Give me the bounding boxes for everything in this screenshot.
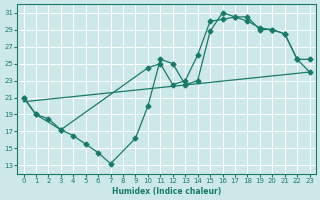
X-axis label: Humidex (Indice chaleur): Humidex (Indice chaleur) (112, 187, 221, 196)
